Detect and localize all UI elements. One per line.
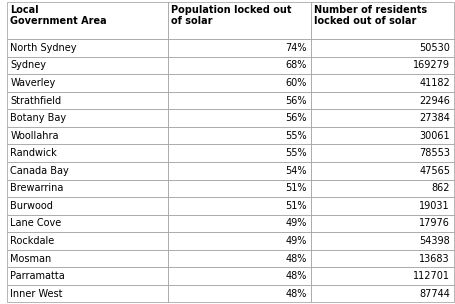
Text: 112701: 112701 xyxy=(412,271,449,281)
Bar xyxy=(310,39,453,57)
Text: 49%: 49% xyxy=(285,236,306,246)
Bar xyxy=(310,250,453,268)
Bar xyxy=(310,2,453,39)
Text: Local
Government Area: Local Government Area xyxy=(10,5,107,26)
Text: 78553: 78553 xyxy=(418,148,449,158)
Text: 51%: 51% xyxy=(285,183,306,193)
Bar xyxy=(167,74,310,92)
Text: 48%: 48% xyxy=(285,271,306,281)
Bar xyxy=(7,180,167,197)
Bar xyxy=(310,162,453,180)
Bar xyxy=(7,144,167,162)
Text: Parramatta: Parramatta xyxy=(10,271,65,281)
Bar xyxy=(310,144,453,162)
Text: 27384: 27384 xyxy=(418,113,449,123)
Bar xyxy=(310,268,453,285)
Text: Mosman: Mosman xyxy=(10,254,51,264)
Text: 17976: 17976 xyxy=(418,219,449,229)
Text: 862: 862 xyxy=(430,183,449,193)
Bar xyxy=(310,215,453,232)
Text: 49%: 49% xyxy=(285,219,306,229)
Text: 54398: 54398 xyxy=(419,236,449,246)
Bar xyxy=(167,144,310,162)
Bar xyxy=(7,197,167,215)
Bar xyxy=(7,250,167,268)
Bar xyxy=(167,109,310,127)
Bar xyxy=(310,109,453,127)
Text: Sydney: Sydney xyxy=(10,60,46,71)
Text: 51%: 51% xyxy=(285,201,306,211)
Bar xyxy=(310,74,453,92)
Bar xyxy=(7,162,167,180)
Text: Number of residents
locked out of solar: Number of residents locked out of solar xyxy=(313,5,426,26)
Bar xyxy=(167,39,310,57)
Bar xyxy=(310,57,453,74)
Text: Lane Cove: Lane Cove xyxy=(10,219,61,229)
Bar xyxy=(7,57,167,74)
Text: 54%: 54% xyxy=(285,166,306,176)
Text: 48%: 48% xyxy=(285,254,306,264)
Text: Inner West: Inner West xyxy=(10,289,63,299)
Bar xyxy=(7,285,167,302)
Bar xyxy=(167,197,310,215)
Text: 50530: 50530 xyxy=(418,43,449,53)
Bar xyxy=(7,232,167,250)
Text: 47565: 47565 xyxy=(418,166,449,176)
Text: Population locked out
of solar: Population locked out of solar xyxy=(171,5,291,26)
Bar xyxy=(310,285,453,302)
Bar xyxy=(167,92,310,109)
Bar xyxy=(167,268,310,285)
Text: 41182: 41182 xyxy=(419,78,449,88)
Bar xyxy=(167,215,310,232)
Bar xyxy=(7,74,167,92)
Text: Woollahra: Woollahra xyxy=(10,131,59,141)
Bar xyxy=(7,92,167,109)
Text: Waverley: Waverley xyxy=(10,78,56,88)
Text: 19031: 19031 xyxy=(419,201,449,211)
Text: 74%: 74% xyxy=(285,43,306,53)
Text: Brewarrina: Brewarrina xyxy=(10,183,64,193)
Text: 87744: 87744 xyxy=(418,289,449,299)
Bar xyxy=(310,127,453,144)
Text: 56%: 56% xyxy=(285,95,306,105)
Text: Burwood: Burwood xyxy=(10,201,53,211)
Text: 48%: 48% xyxy=(285,289,306,299)
Bar xyxy=(167,127,310,144)
Text: 169279: 169279 xyxy=(412,60,449,71)
Text: Strathfield: Strathfield xyxy=(10,95,61,105)
Bar xyxy=(7,39,167,57)
Bar xyxy=(167,180,310,197)
Bar xyxy=(7,109,167,127)
Text: 22946: 22946 xyxy=(418,95,449,105)
Bar xyxy=(7,127,167,144)
Text: 55%: 55% xyxy=(285,131,306,141)
Text: Canada Bay: Canada Bay xyxy=(10,166,69,176)
Text: Rockdale: Rockdale xyxy=(10,236,55,246)
Bar xyxy=(310,232,453,250)
Text: 60%: 60% xyxy=(285,78,306,88)
Text: 55%: 55% xyxy=(285,148,306,158)
Bar xyxy=(167,285,310,302)
Bar xyxy=(310,180,453,197)
Text: 68%: 68% xyxy=(285,60,306,71)
Bar xyxy=(7,2,167,39)
Text: 56%: 56% xyxy=(285,113,306,123)
Text: Randwick: Randwick xyxy=(10,148,57,158)
Bar xyxy=(167,162,310,180)
Bar xyxy=(7,268,167,285)
Bar xyxy=(310,197,453,215)
Bar xyxy=(310,92,453,109)
Bar xyxy=(167,2,310,39)
Bar xyxy=(167,232,310,250)
Text: 30061: 30061 xyxy=(419,131,449,141)
Bar xyxy=(167,250,310,268)
Text: North Sydney: North Sydney xyxy=(10,43,77,53)
Bar xyxy=(7,215,167,232)
Text: Botany Bay: Botany Bay xyxy=(10,113,66,123)
Bar xyxy=(167,57,310,74)
Text: 13683: 13683 xyxy=(419,254,449,264)
